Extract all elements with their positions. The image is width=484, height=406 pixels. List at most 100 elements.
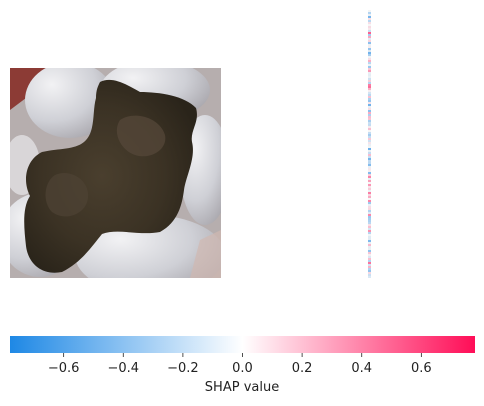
shap-cell	[368, 252, 371, 254]
shap-cell	[368, 276, 371, 278]
shap-cell	[368, 274, 371, 276]
colorbar-tick-label: 0.6	[411, 361, 432, 376]
shap-cell	[368, 270, 371, 272]
colorbar-tick-label: −0.4	[107, 361, 139, 376]
shap-cell	[368, 14, 371, 16]
shap-cell	[368, 164, 371, 166]
shap-cell	[368, 272, 371, 274]
shap-cell	[368, 160, 371, 162]
shap-cell	[368, 152, 371, 154]
shap-cell	[368, 260, 371, 262]
shap-cell	[368, 166, 371, 168]
shap-map	[368, 10, 371, 278]
shap-cell	[368, 238, 371, 240]
shap-cell	[368, 16, 371, 18]
shap-cell	[368, 24, 371, 26]
shap-cell	[368, 146, 371, 148]
shap-cell	[368, 174, 371, 176]
shap-cell	[368, 210, 371, 212]
input-image	[10, 68, 221, 278]
shap-cell	[368, 116, 371, 118]
shap-cell	[368, 246, 371, 248]
shap-cell	[368, 224, 371, 226]
shap-cell	[368, 48, 371, 50]
colorbar-label: SHAP value	[205, 380, 279, 395]
shap-cell	[368, 10, 371, 12]
shap-cell	[368, 136, 371, 138]
shap-cell	[368, 218, 371, 220]
shap-cell	[368, 32, 371, 34]
shap-cell	[368, 182, 371, 184]
colorbar-tick-label: −0.6	[48, 361, 80, 376]
shap-cell	[368, 184, 371, 186]
shap-cell	[368, 250, 371, 252]
shap-cell	[368, 220, 371, 222]
shap-cell	[368, 20, 371, 22]
shap-cell	[368, 80, 371, 82]
shap-cell	[368, 258, 371, 260]
shap-cell	[368, 196, 371, 198]
shap-cell	[368, 38, 371, 40]
shap-cell	[368, 244, 371, 246]
colorbar-tick-label: −0.2	[167, 361, 199, 376]
shap-cell	[368, 102, 371, 104]
shap-cell	[368, 262, 371, 264]
shap-cell	[368, 60, 371, 62]
shap-cell	[368, 66, 371, 68]
shap-cell	[368, 172, 371, 174]
shap-cell	[368, 212, 371, 214]
shap-cell	[368, 202, 371, 204]
shap-cell	[368, 242, 371, 244]
shap-cell	[368, 176, 371, 178]
shap-cell	[368, 58, 371, 60]
shap-cell	[368, 266, 371, 268]
shap-cell	[368, 56, 371, 58]
shap-cell	[368, 92, 371, 94]
shap-cell	[368, 34, 371, 36]
shap-cell	[368, 130, 371, 132]
shap-cell	[368, 50, 371, 52]
shap-cell	[368, 198, 371, 200]
shap-cell	[368, 200, 371, 202]
shap-cell	[368, 268, 371, 270]
shap-cell	[368, 154, 371, 156]
shap-cell	[368, 54, 371, 56]
colorbar-gradient	[10, 336, 475, 353]
shap-cell	[368, 42, 371, 44]
shap-cell	[368, 46, 371, 48]
shap-cell	[368, 76, 371, 78]
shap-cell	[368, 52, 371, 54]
shap-cell	[368, 22, 371, 24]
colorbar-tick-label: 0.0	[232, 361, 253, 376]
shap-cell	[368, 98, 371, 100]
shap-cell	[368, 128, 371, 130]
shap-cell	[368, 120, 371, 122]
colorbar-tick-label: 0.4	[351, 361, 372, 376]
shap-cell	[368, 234, 371, 236]
shap-cell	[368, 180, 371, 182]
shap-cell	[368, 68, 371, 70]
shap-cell	[368, 170, 371, 172]
shap-cell	[368, 82, 371, 84]
shap-strip-background	[368, 10, 371, 278]
shap-cell	[368, 256, 371, 258]
shap-cell	[368, 144, 371, 146]
shap-cell	[368, 112, 371, 114]
shap-cell	[368, 106, 371, 108]
shap-cell	[368, 254, 371, 256]
shap-cell	[368, 108, 371, 110]
shap-cell	[368, 70, 371, 72]
shap-cell	[368, 206, 371, 208]
shap-cell	[368, 64, 371, 66]
shap-cell	[368, 44, 371, 46]
shap-cell	[368, 142, 371, 144]
shap-cell	[368, 86, 371, 88]
shap-cell	[368, 28, 371, 30]
shap-cell	[368, 94, 371, 96]
shap-cell	[368, 40, 371, 42]
shap-cell	[368, 248, 371, 250]
shap-cell	[368, 240, 371, 242]
shap-cell	[368, 204, 371, 206]
shap-cell	[368, 228, 371, 230]
shap-cell	[368, 186, 371, 188]
